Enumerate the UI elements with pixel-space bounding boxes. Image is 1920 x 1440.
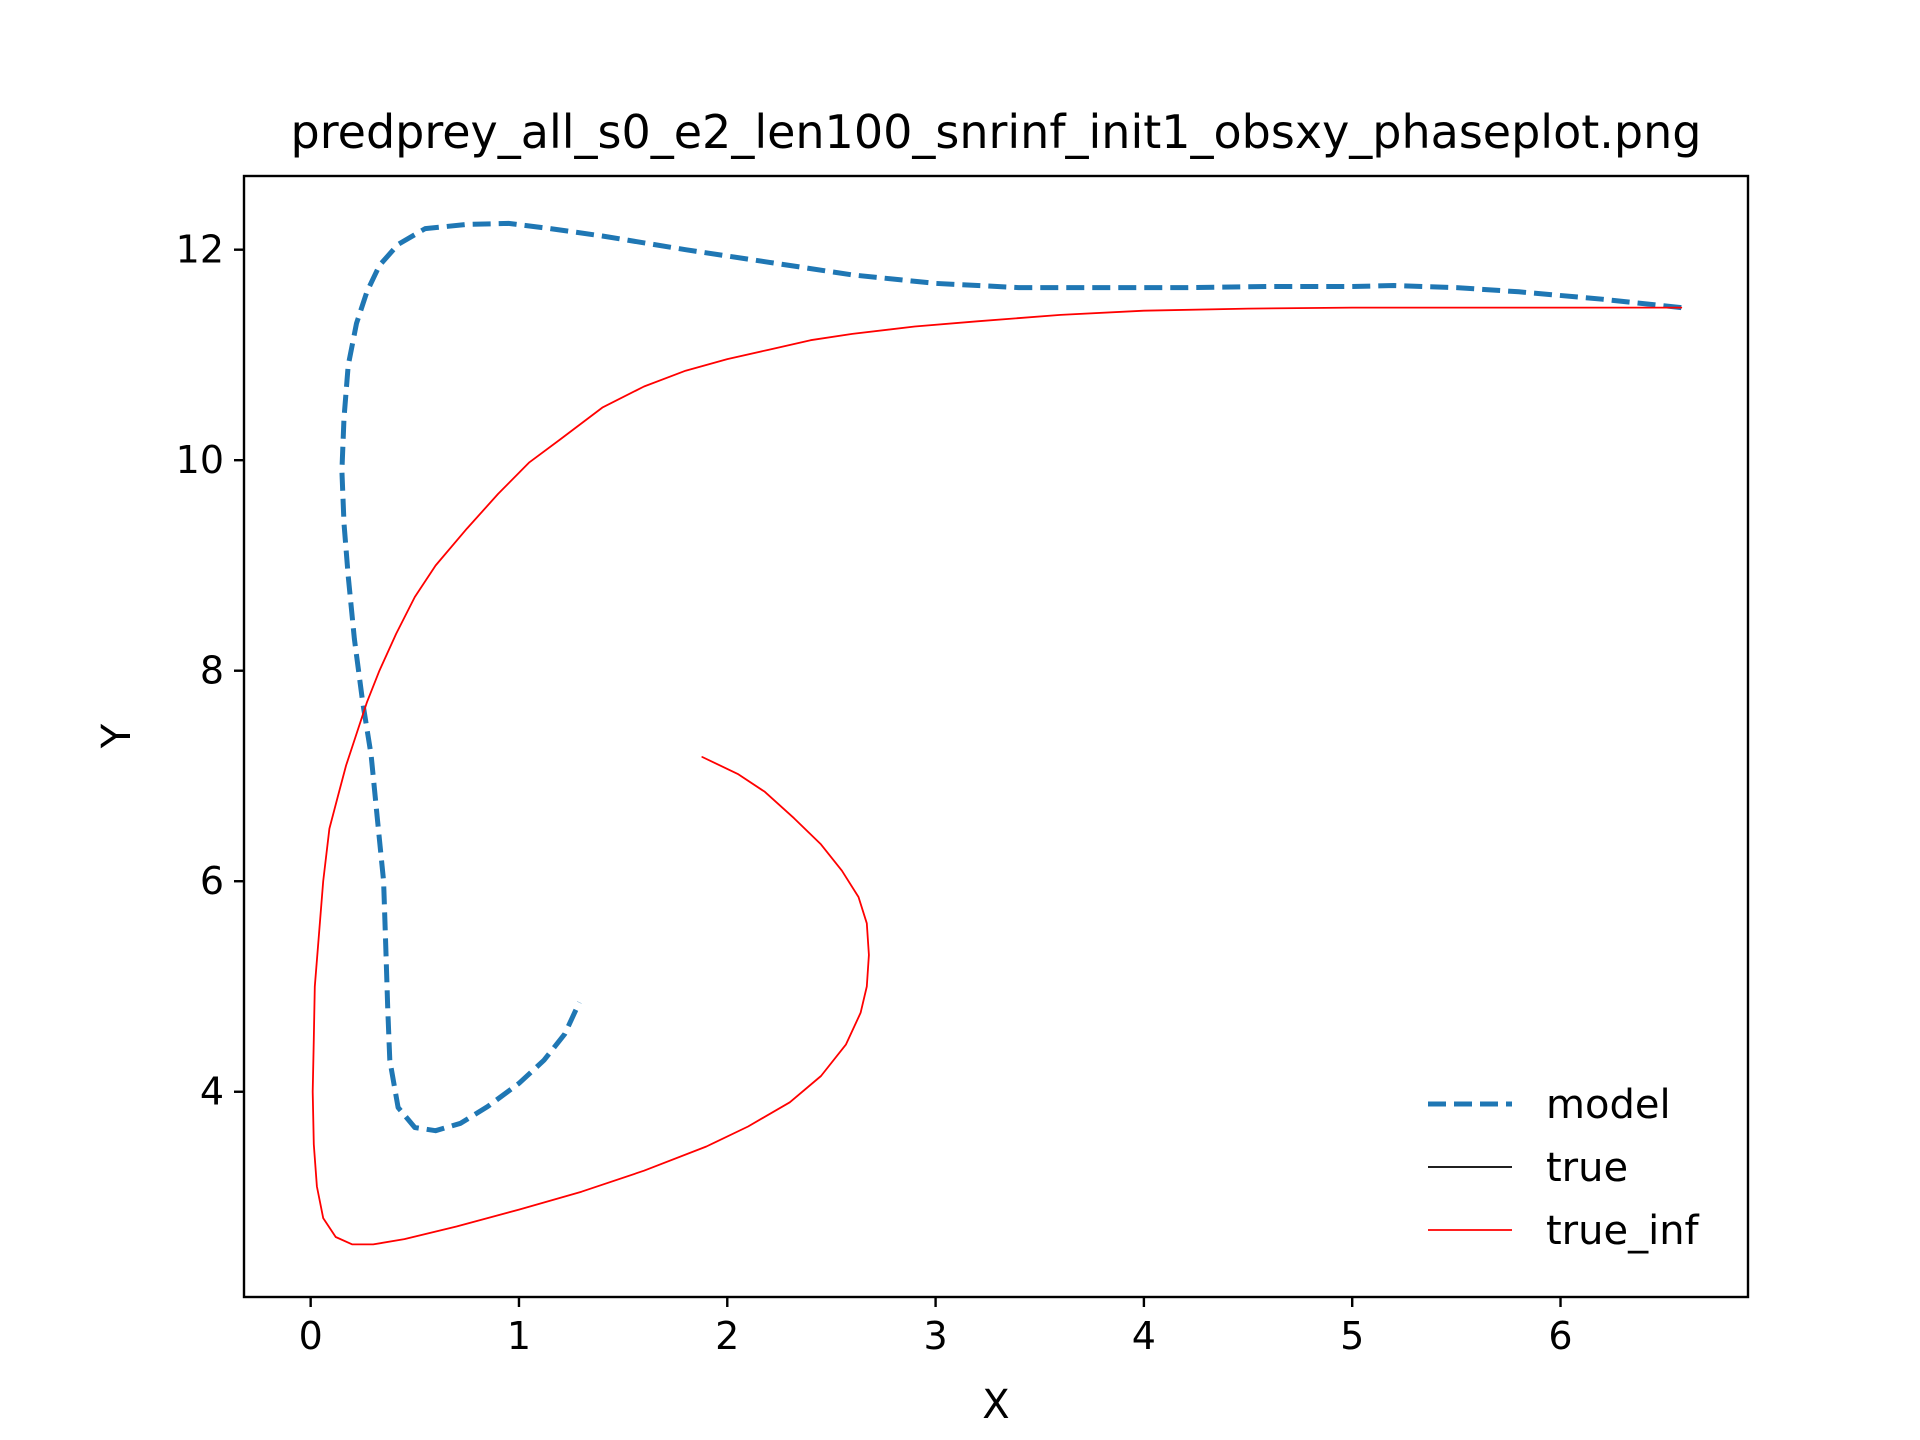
y-tick-label: 12 — [176, 228, 224, 272]
legend: model true true_inf — [1428, 1082, 1700, 1254]
chart-title: predprey_all_s0_e2_len100_snrinf_init1_o… — [291, 105, 1702, 159]
x-tick-label: 5 — [1340, 1314, 1364, 1358]
y-tick-label: 10 — [176, 438, 224, 482]
y-axis-label: Y — [94, 723, 140, 749]
x-axis-label: X — [982, 1382, 1009, 1428]
x-tick-label: 1 — [507, 1314, 531, 1358]
x-tick-label: 6 — [1548, 1314, 1572, 1358]
y-tick-label: 4 — [200, 1070, 224, 1114]
x-tick-label: 4 — [1132, 1314, 1156, 1358]
y-tick-label: 6 — [200, 859, 224, 903]
series-line-true-inf — [311, 306, 1683, 1246]
legend-label-true-inf: true_inf — [1546, 1208, 1700, 1254]
plot-series-group — [311, 220, 1683, 1246]
x-tick-label: 3 — [923, 1314, 947, 1358]
x-tick-label: 2 — [715, 1314, 739, 1358]
series-line-model — [339, 220, 1682, 1134]
legend-label-model: model — [1546, 1082, 1671, 1128]
plot-area-frame — [242, 174, 1750, 1299]
legend-label-true: true — [1546, 1145, 1628, 1191]
x-tick-label: 0 — [299, 1314, 323, 1358]
y-tick-label: 8 — [200, 649, 224, 693]
